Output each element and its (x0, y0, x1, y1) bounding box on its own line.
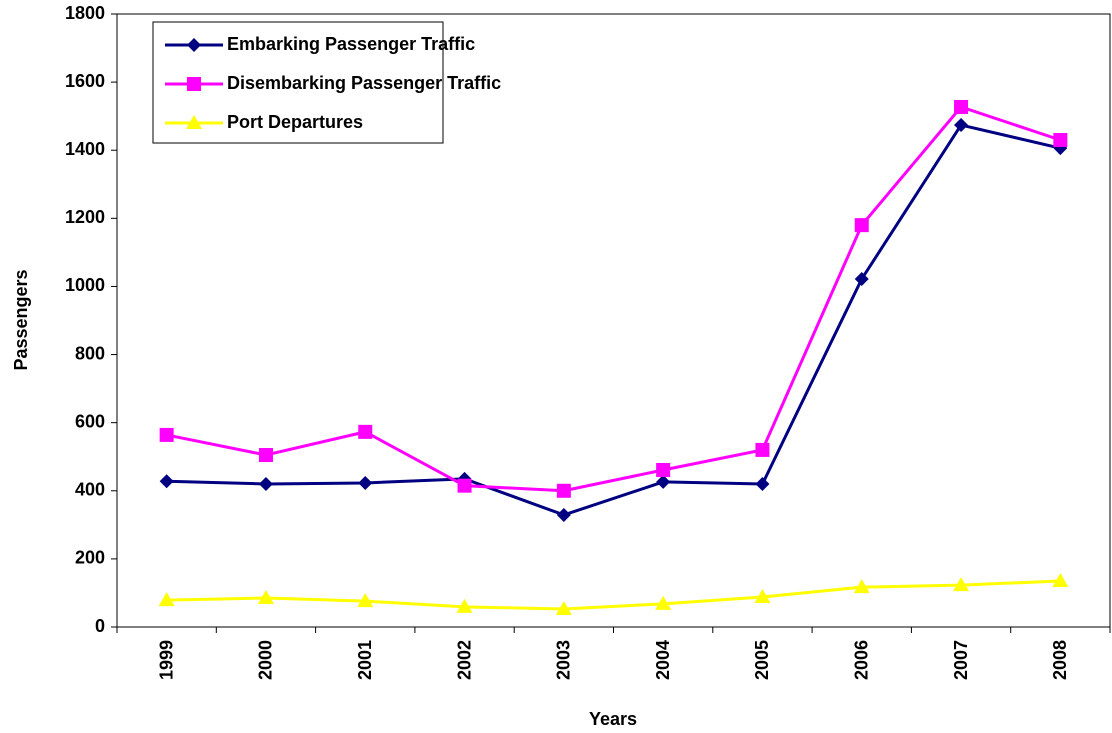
y-tick-label: 800 (75, 343, 105, 363)
marker (186, 115, 202, 129)
legend-label: Disembarking Passenger Traffic (227, 73, 501, 93)
marker (656, 474, 671, 489)
y-tick-label: 400 (75, 480, 105, 500)
marker (456, 598, 473, 613)
marker (755, 476, 770, 491)
x-tick-label: 2001 (355, 640, 375, 680)
marker (258, 448, 273, 463)
x-tick-label: 2002 (454, 640, 474, 680)
marker (953, 577, 970, 592)
y-tick-label: 1000 (65, 275, 105, 295)
y-tick-label: 1400 (65, 139, 105, 159)
y-tick-label: 0 (95, 616, 105, 636)
marker (555, 600, 572, 615)
y-tick-label: 600 (75, 411, 105, 431)
series-line (166, 105, 1061, 493)
y-tick-label: 200 (75, 548, 105, 568)
x-tick-label: 2004 (653, 640, 673, 680)
marker (954, 118, 969, 133)
marker (457, 478, 472, 493)
series-line (166, 579, 1061, 611)
marker (257, 590, 274, 605)
marker (854, 218, 869, 233)
y-tick-label: 1600 (65, 71, 105, 91)
marker (755, 442, 770, 457)
marker (158, 592, 175, 607)
marker (655, 595, 672, 610)
marker (258, 476, 273, 491)
marker (556, 483, 571, 498)
series-line (166, 123, 1061, 517)
marker (1052, 573, 1069, 588)
legend-label: Embarking Passenger Traffic (227, 34, 475, 54)
marker (556, 507, 571, 522)
y-tick-label: 1800 (65, 3, 105, 23)
marker (358, 475, 373, 490)
x-tick-label: 1999 (156, 640, 176, 680)
x-tick-label: 2006 (852, 640, 872, 680)
x-tick-label: 2007 (951, 640, 971, 680)
marker (159, 474, 174, 489)
marker (187, 38, 201, 52)
marker (854, 271, 869, 286)
marker (1053, 133, 1068, 148)
marker (187, 77, 201, 91)
x-tick-label: 2008 (1050, 640, 1070, 680)
marker (357, 593, 374, 608)
y-tick-label: 1200 (65, 207, 105, 227)
marker (159, 427, 174, 442)
marker (754, 589, 771, 604)
x-tick-label: 2000 (256, 640, 276, 680)
marker (853, 579, 870, 594)
marker (954, 99, 969, 114)
y-axis-title: Passengers (11, 269, 31, 370)
x-axis-title: Years (589, 709, 637, 729)
marker (656, 463, 671, 478)
x-tick-label: 2003 (554, 640, 574, 680)
x-tick-label: 2005 (752, 640, 772, 680)
marker (358, 424, 373, 439)
legend-label: Port Departures (227, 112, 363, 132)
